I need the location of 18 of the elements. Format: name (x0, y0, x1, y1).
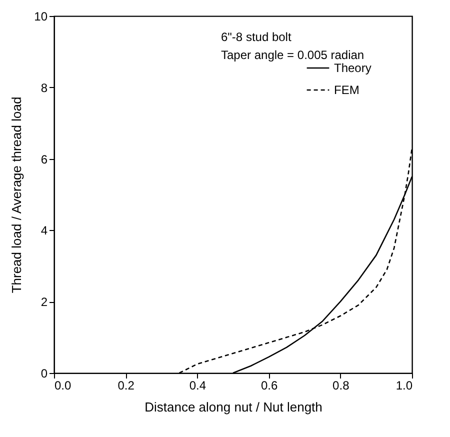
y-tick-label: 0 (40, 366, 48, 380)
annotation: 6"-8 stud bolt (221, 30, 292, 44)
x-tick-label: 0.2 (118, 378, 135, 392)
y-tick-label: 10 (34, 10, 48, 24)
y-tick-label: 8 (40, 80, 48, 95)
x-tick-label: 0.6 (260, 378, 278, 392)
y-tick-label: 2 (40, 295, 48, 310)
x-axis-title: Distance along nut / Nut length (144, 400, 322, 414)
y-axis-title: Thread load / Average thread load (9, 96, 24, 294)
y-tick-label: 4 (40, 224, 48, 238)
y-tick-label: 6 (40, 152, 48, 166)
annotation: Taper angle = 0.005 radian (221, 48, 364, 62)
legend-label: Theory (334, 61, 372, 75)
x-tick-label: 1.0 (396, 378, 413, 392)
x-tick-label: 0.4 (189, 378, 206, 392)
x-tick-label: 0.8 (332, 378, 350, 392)
x-tick-label: 0.0 (54, 378, 72, 392)
legend-label: FEM (334, 83, 360, 97)
